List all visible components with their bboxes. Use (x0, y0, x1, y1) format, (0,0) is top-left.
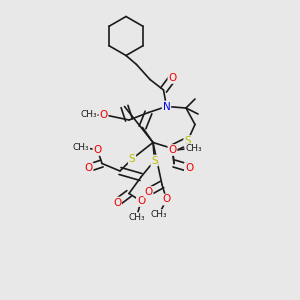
Text: O: O (99, 110, 108, 120)
Text: O: O (137, 196, 145, 206)
Text: O: O (168, 145, 177, 155)
Text: S: S (184, 136, 191, 146)
Text: O: O (185, 163, 193, 173)
Text: O: O (144, 187, 153, 197)
Text: CH₃: CH₃ (73, 142, 89, 152)
Text: O: O (168, 73, 177, 83)
Text: O: O (162, 194, 171, 205)
Text: CH₃: CH₃ (151, 210, 167, 219)
Text: S: S (129, 154, 135, 164)
Text: O: O (93, 145, 102, 155)
Text: N: N (163, 101, 170, 112)
Text: S: S (151, 155, 158, 166)
Text: CH₃: CH₃ (80, 110, 97, 119)
Text: CH₃: CH₃ (185, 144, 202, 153)
Text: O: O (113, 197, 121, 208)
Text: CH₃: CH₃ (128, 213, 145, 222)
Text: O: O (84, 163, 93, 173)
